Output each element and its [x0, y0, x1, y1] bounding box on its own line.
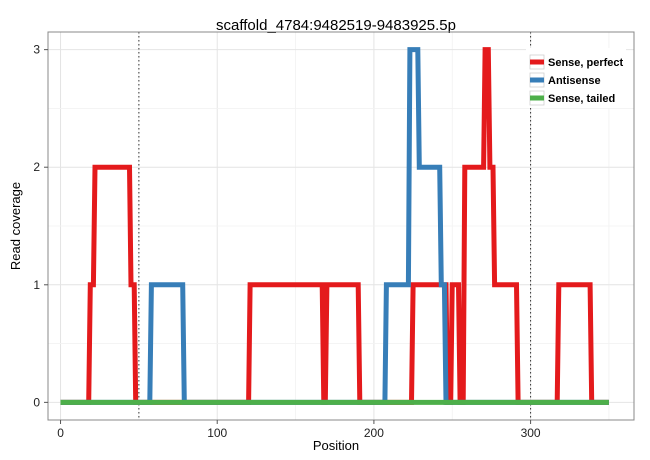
x-tick-label: 0	[57, 426, 64, 440]
y-tick-label: 1	[33, 278, 40, 292]
x-tick-label: 100	[207, 426, 227, 440]
x-tick-label: 300	[521, 426, 541, 440]
y-axis-title: Read coverage	[8, 182, 23, 270]
x-axis-title: Position	[313, 438, 359, 453]
grid	[48, 32, 634, 420]
legend: Sense, perfect Antisense Sense, tailed	[526, 48, 626, 108]
legend-label: Sense, tailed	[548, 93, 615, 105]
x-tick-label: 200	[364, 426, 384, 440]
series-lines	[60, 47, 609, 405]
y-tick-label: 2	[33, 160, 40, 174]
y-tick-label: 3	[33, 43, 40, 57]
plot-border	[47, 31, 635, 421]
legend-label: Antisense	[548, 75, 601, 87]
axis-ticks: 0 100 200 300 0 1 2 3	[33, 43, 541, 440]
chart-title: scaffold_4784:9482519-9483925.5p	[216, 17, 456, 34]
y-tick-label: 0	[33, 395, 40, 409]
series-line-2	[60, 47, 609, 405]
legend-label: Sense, perfect	[548, 57, 624, 69]
